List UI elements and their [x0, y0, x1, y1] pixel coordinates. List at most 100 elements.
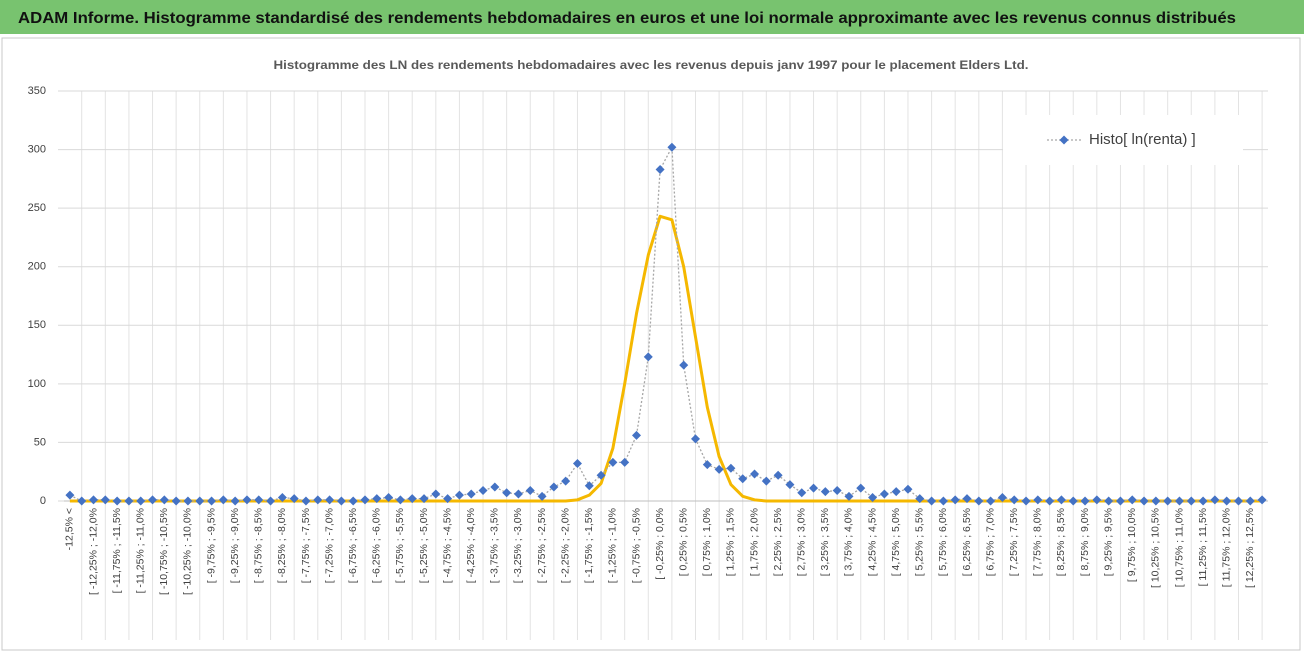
- data-point: [65, 490, 75, 500]
- data-point: [997, 492, 1007, 502]
- data-point: [773, 470, 783, 480]
- data-point: [301, 496, 311, 506]
- data-point: [667, 142, 677, 152]
- x-tick-label: [ 11,25% ; 11,5%: [1197, 508, 1209, 586]
- data-point: [537, 491, 547, 501]
- x-tick-label: [ 0,25% ; 0,5%: [677, 508, 689, 576]
- x-tick-label: [ -0,75% ; -0,5%: [630, 508, 642, 583]
- data-point: [879, 489, 889, 499]
- x-tick-label: [ -5,25% ; -5,0%: [418, 508, 430, 583]
- data-point: [478, 485, 488, 495]
- data-point: [1257, 495, 1267, 505]
- x-tick-label: [ -1,75% ; -1,5%: [583, 508, 595, 583]
- x-tick-label: [ 4,75% ; 5,0%: [890, 508, 902, 576]
- x-tick-label: [ -12,25% ; -12,0%: [87, 508, 99, 595]
- x-tick-label: [ 12,25% ; 12,5%: [1244, 508, 1256, 588]
- data-point: [336, 496, 346, 506]
- data-point: [549, 482, 559, 492]
- data-point: [419, 494, 429, 504]
- data-point: [643, 352, 653, 362]
- data-point: [1245, 496, 1255, 506]
- x-tick-label: [ 3,25% ; 3,5%: [819, 508, 831, 576]
- data-point: [171, 496, 181, 506]
- data-point: [1056, 495, 1066, 505]
- y-tick-label: 50: [34, 436, 46, 448]
- data-point: [1104, 496, 1114, 506]
- data-point: [1115, 496, 1125, 506]
- data-point: [1222, 496, 1232, 506]
- data-point: [927, 496, 937, 506]
- data-point: [490, 482, 500, 492]
- x-tick-label: [ 10,25% ; 10,5%: [1150, 508, 1162, 588]
- data-point: [325, 495, 335, 505]
- header-bar: [0, 0, 1304, 34]
- data-point: [832, 485, 842, 495]
- data-point: [454, 490, 464, 500]
- y-tick-label: 150: [28, 319, 46, 331]
- x-tick-label: [ 8,75% ; 9,0%: [1079, 508, 1091, 576]
- data-point: [1127, 495, 1137, 505]
- x-tick-label: [ -3,75% ; -3,5%: [489, 508, 501, 583]
- data-point: [691, 434, 701, 444]
- data-point: [266, 496, 276, 506]
- x-tick-label: [ 2,25% ; 2,5%: [772, 508, 784, 576]
- y-tick-label: 200: [28, 261, 46, 273]
- y-tick-label: 250: [28, 202, 46, 214]
- x-tick-label: [ -3,25% ; -3,0%: [512, 508, 524, 583]
- data-point: [183, 496, 193, 506]
- data-point: [903, 484, 913, 494]
- legend-marker: [1059, 135, 1069, 145]
- x-tick-label: [ 2,75% ; 3,0%: [796, 508, 808, 576]
- data-point: [443, 494, 453, 504]
- data-point: [868, 492, 878, 502]
- data-point: [124, 496, 134, 506]
- x-tick-label: [ -4,75% ; -4,5%: [441, 508, 453, 583]
- data-point: [1092, 495, 1102, 505]
- x-tick-label: [ 7,25% ; 7,5%: [1008, 508, 1020, 576]
- data-point: [655, 164, 665, 174]
- chart-title: Histogramme des LN des rendements hebdom…: [274, 58, 1029, 72]
- x-tick-label: [ -9,75% ; -9,5%: [205, 508, 217, 583]
- data-point: [962, 494, 972, 504]
- data-point: [77, 496, 87, 506]
- x-tick-label: [ -9,25% ; -9,0%: [229, 508, 241, 583]
- x-tick-label: [ -0,25% ; 0,0%: [654, 508, 666, 580]
- data-point: [384, 492, 394, 502]
- data-point: [1068, 496, 1078, 506]
- data-point: [974, 496, 984, 506]
- x-tick-label: [ -4,25% ; -4,0%: [465, 508, 477, 583]
- data-point: [136, 496, 146, 506]
- data-point: [1009, 495, 1019, 505]
- data-point: [242, 495, 252, 505]
- data-point: [572, 459, 582, 469]
- data-point: [502, 488, 512, 498]
- x-tick-label: [ -8,75% ; -8,5%: [253, 508, 265, 583]
- data-point: [1233, 496, 1243, 506]
- data-point: [395, 495, 405, 505]
- x-tick-label: [ 11,75% ; 12,0%: [1220, 508, 1232, 587]
- x-tick-label: [ 5,75% ; 6,0%: [937, 508, 949, 576]
- y-tick-label: 100: [28, 378, 46, 390]
- data-point: [950, 495, 960, 505]
- y-tick-label: 0: [40, 495, 46, 507]
- data-point: [313, 495, 323, 505]
- x-tick-label: [ -7,75% ; -7,5%: [300, 508, 312, 583]
- data-point: [466, 489, 476, 499]
- data-point: [1163, 496, 1173, 506]
- x-tick-label: [ -5,75% ; -5,5%: [394, 508, 406, 583]
- x-tick-label: [ -6,75% ; -6,5%: [347, 508, 359, 583]
- data-point: [620, 457, 630, 467]
- data-point: [561, 476, 571, 486]
- data-point: [1033, 495, 1043, 505]
- x-tick-label: [ -6,25% ; -6,0%: [371, 508, 383, 583]
- data-point: [1198, 496, 1208, 506]
- x-tick-label: [ -8,25% ; -8,0%: [276, 508, 288, 583]
- x-tick-label: [ 4,25% ; 4,5%: [866, 508, 878, 576]
- x-tick-label: [ -11,25% ; -11,0%: [135, 508, 147, 593]
- data-point: [254, 495, 264, 505]
- x-tick-label: [ -11,75% ; -11,5%: [111, 508, 123, 593]
- data-point: [761, 476, 771, 486]
- data-point: [1210, 495, 1220, 505]
- data-point: [1080, 496, 1090, 506]
